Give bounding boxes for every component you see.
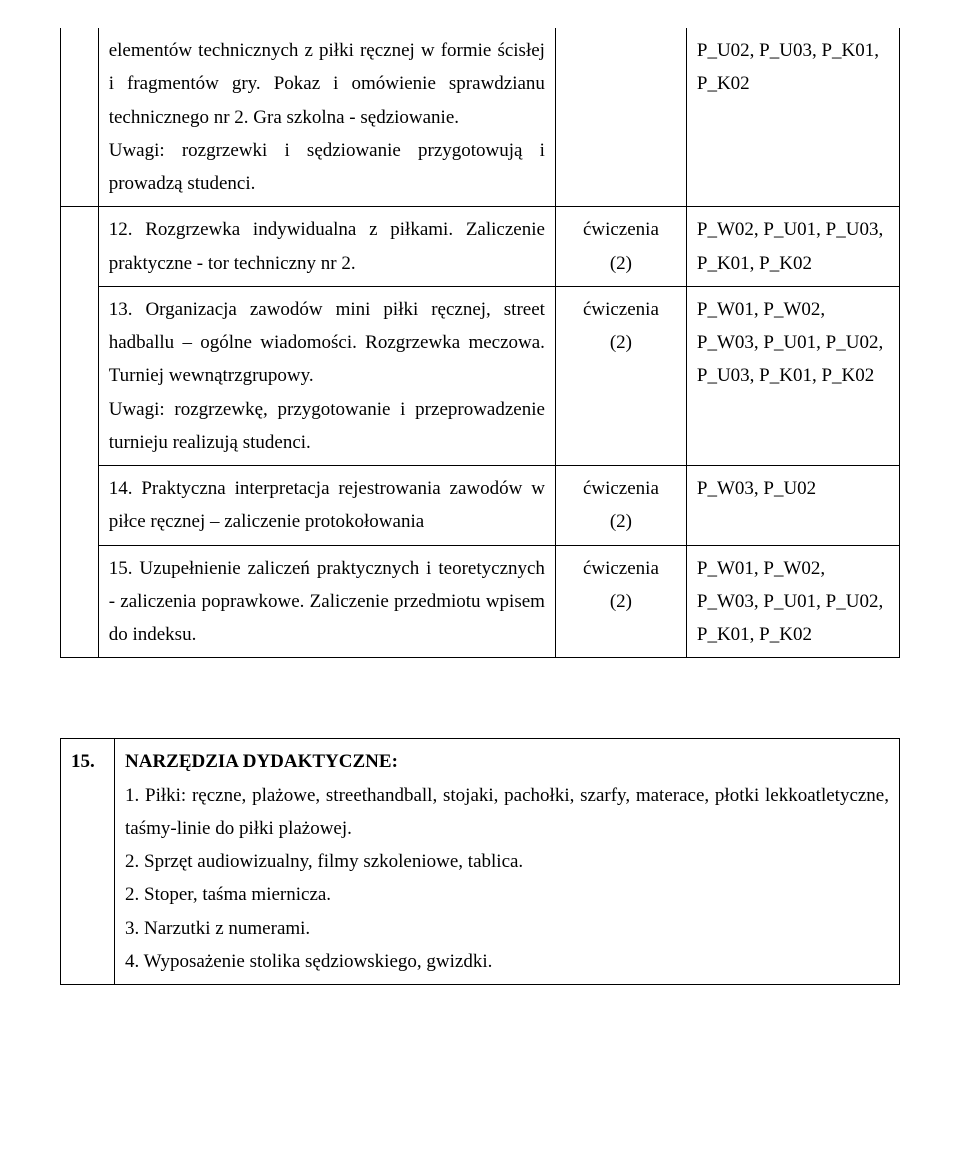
type-label: ćwiczenia — [583, 299, 659, 320]
type-label: ćwiczenia — [583, 219, 659, 240]
row-desc: 14. Praktyczna interpretacja rejestrowan… — [98, 466, 555, 546]
row-codes: P_U02, P_U03, P_K01, P_K02 — [686, 28, 899, 207]
row-num — [61, 207, 99, 658]
row-num — [61, 28, 99, 207]
section-number: 15. — [61, 739, 115, 985]
row-desc: 15. Uzupełnienie zaliczeń praktycznych i… — [98, 545, 555, 658]
table-row: 12. Rozgrzewka indywidualna z piłkami. Z… — [61, 207, 900, 287]
row-desc: elementów technicznych z piłki ręcznej w… — [98, 28, 555, 207]
desc-note: Uwagi: rozgrzewkę, przygotowanie i przep… — [109, 399, 545, 453]
row-type: ćwiczenia (2) — [555, 466, 686, 546]
row-type — [555, 28, 686, 207]
list-item: 2. Sprzęt audiowizualny, filmy szkolenio… — [125, 851, 523, 872]
table-row: 15. NARZĘDZIA DYDAKTYCZNE: 1. Piłki: ręc… — [61, 739, 900, 985]
list-item: 4. Wyposażenie stolika sędziowskiego, gw… — [125, 951, 492, 972]
desc-text: elementów technicznych z piłki ręcznej w… — [109, 40, 545, 128]
row-type: ćwiczenia (2) — [555, 545, 686, 658]
section-num-text: 15. — [71, 751, 95, 772]
row-type: ćwiczenia (2) — [555, 286, 686, 465]
row-codes: P_W01, P_W02, P_W03, P_U01, P_U02, P_U03… — [686, 286, 899, 465]
row-codes: P_W02, P_U01, P_U03, P_K01, P_K02 — [686, 207, 899, 287]
list-item: 1. Piłki: ręczne, plażowe, streethandbal… — [125, 785, 889, 839]
desc-note: Uwagi: rozgrzewki i sędziowanie przygoto… — [109, 140, 545, 194]
spacer — [60, 658, 900, 738]
tools-table: 15. NARZĘDZIA DYDAKTYCZNE: 1. Piłki: ręc… — [60, 738, 900, 985]
row-codes: P_W03, P_U02 — [686, 466, 899, 546]
table-row: 13. Organizacja zawodów mini piłki ręczn… — [61, 286, 900, 465]
table-row: 14. Praktyczna interpretacja rejestrowan… — [61, 466, 900, 546]
row-desc: 12. Rozgrzewka indywidualna z piłkami. Z… — [98, 207, 555, 287]
table-row: 15. Uzupełnienie zaliczeń praktycznych i… — [61, 545, 900, 658]
table-row: elementów technicznych z piłki ręcznej w… — [61, 28, 900, 207]
row-desc: 13. Organizacja zawodów mini piłki ręczn… — [98, 286, 555, 465]
type-count: (2) — [610, 253, 632, 274]
row-codes: P_W01, P_W02, P_W03, P_U01, P_U02, P_K01… — [686, 545, 899, 658]
type-label: ćwiczenia — [583, 478, 659, 499]
type-count: (2) — [610, 332, 632, 353]
type-count: (2) — [610, 511, 632, 532]
row-type: ćwiczenia (2) — [555, 207, 686, 287]
section-title: NARZĘDZIA DYDAKTYCZNE: — [125, 751, 398, 772]
desc-text: 13. Organizacja zawodów mini piłki ręczn… — [109, 299, 545, 387]
type-label: ćwiczenia — [583, 558, 659, 579]
type-count: (2) — [610, 591, 632, 612]
course-table: elementów technicznych z piłki ręcznej w… — [60, 28, 900, 658]
list-item: 2. Stoper, taśma miernicza. — [125, 884, 331, 905]
section-body: NARZĘDZIA DYDAKTYCZNE: 1. Piłki: ręczne,… — [115, 739, 900, 985]
list-item: 3. Narzutki z numerami. — [125, 918, 310, 939]
